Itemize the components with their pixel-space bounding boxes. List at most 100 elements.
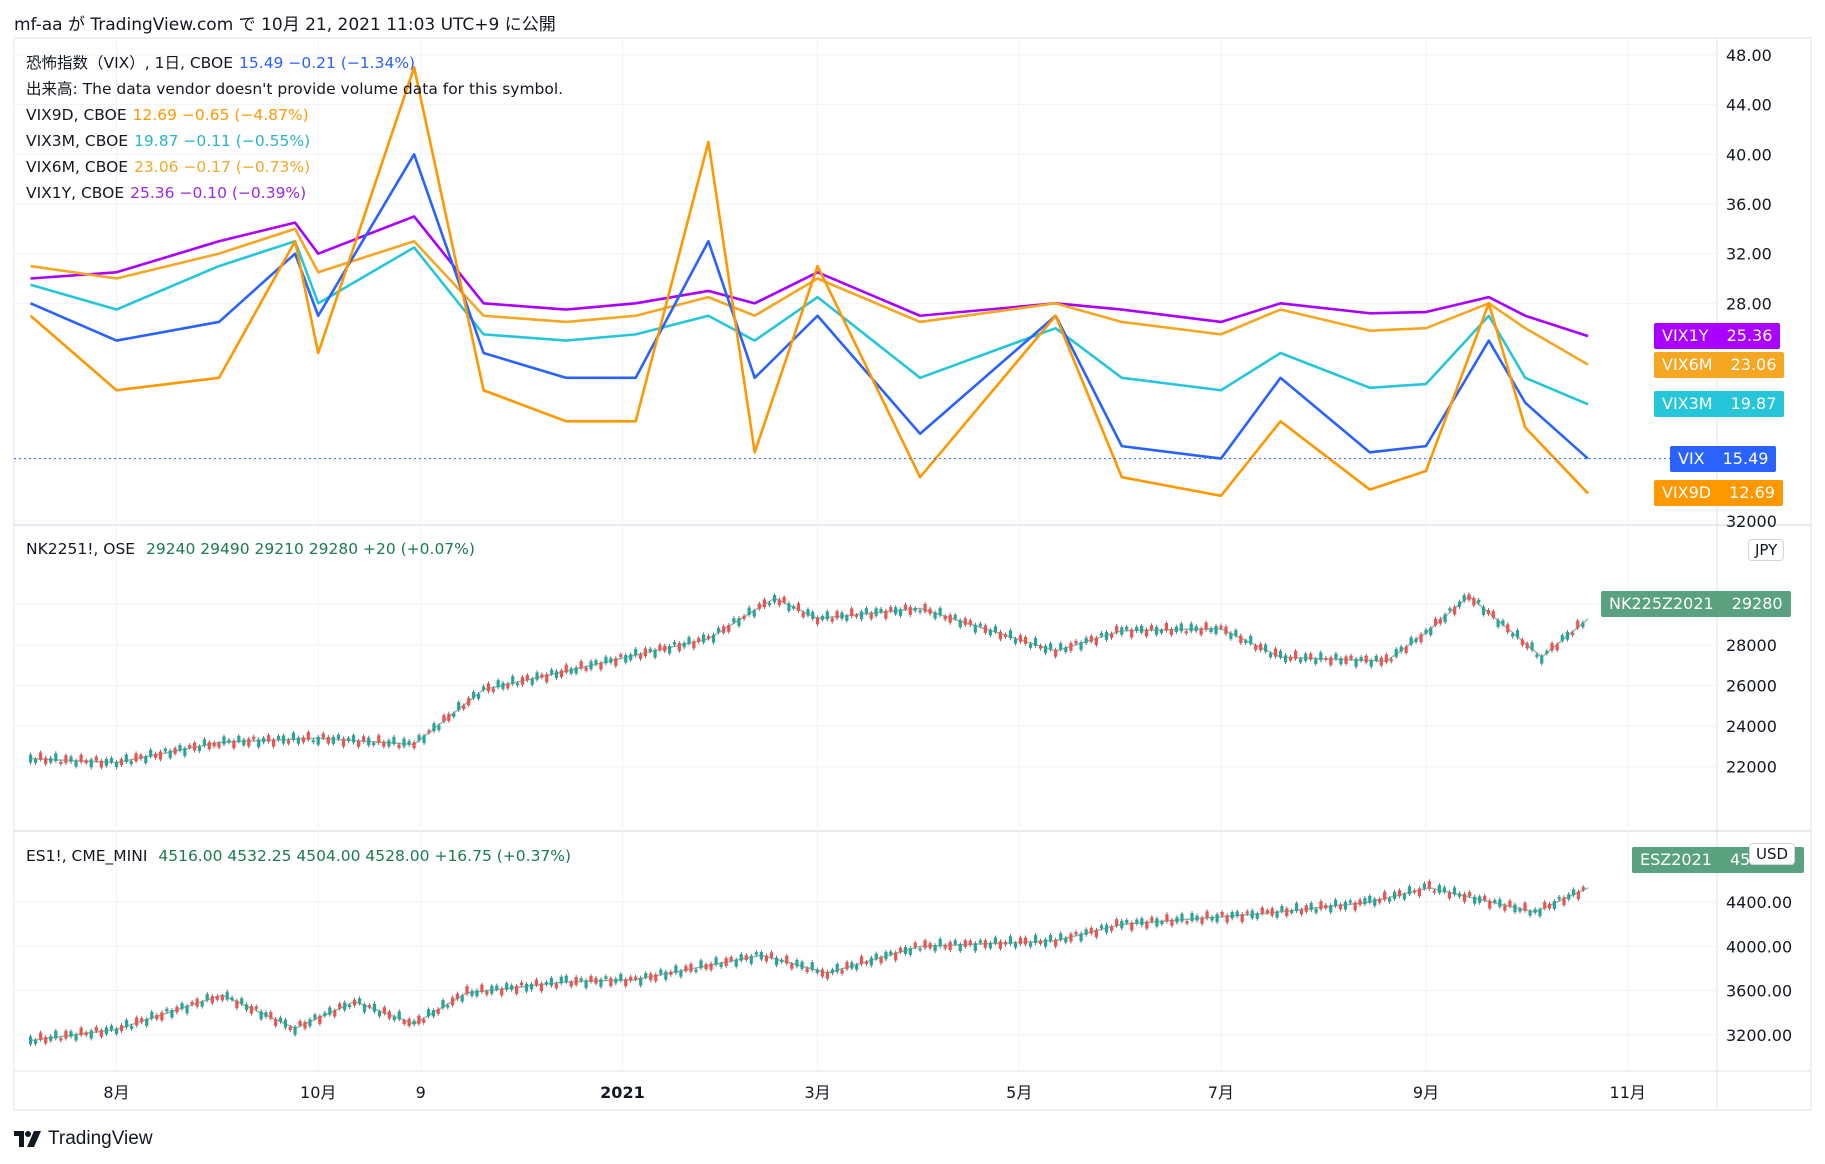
- candle-body: [1368, 895, 1372, 903]
- candle-body: [442, 715, 446, 722]
- candle-body: [1547, 903, 1552, 909]
- candle-body: [1003, 941, 1008, 945]
- candle-body: [1354, 658, 1358, 667]
- vix-legend-row[interactable]: VIX6M, CBOE 23.06 −0.17 (−0.73%): [26, 154, 569, 180]
- candle-body: [235, 1000, 239, 1009]
- candle-body: [1438, 618, 1442, 624]
- candle-body: [1353, 902, 1357, 911]
- candle-body: [1260, 907, 1264, 914]
- price-tag-label: VIX1Y: [1662, 326, 1709, 346]
- candle-body: [501, 682, 505, 690]
- candle-body: [744, 955, 748, 960]
- candle-body: [1453, 606, 1457, 615]
- candle-body: [717, 628, 721, 633]
- candle-body: [1110, 633, 1114, 638]
- candle-body: [333, 1010, 337, 1017]
- candle-body: [559, 976, 563, 984]
- candle-body: [963, 618, 967, 625]
- candle-body: [889, 607, 893, 612]
- candle-body: [470, 990, 474, 996]
- candle-body: [1229, 633, 1233, 639]
- candle-body: [326, 736, 330, 744]
- y-tick-label: 4000.00: [1726, 937, 1792, 956]
- es-tag-label: ESZ2021: [1640, 850, 1712, 869]
- candle-body: [39, 752, 43, 760]
- price-tag-value: 12.69: [1729, 483, 1775, 503]
- candle-body: [1049, 643, 1053, 650]
- candle-body: [1363, 898, 1367, 905]
- vix-legend-row[interactable]: VIX9D, CBOE 12.69 −0.65 (−4.87%): [26, 102, 569, 128]
- y-tick-label: 36.00: [1726, 195, 1772, 214]
- candle-body: [519, 982, 524, 986]
- candle-body: [1049, 935, 1053, 942]
- candle-body: [1189, 623, 1193, 632]
- candle-body: [99, 1030, 103, 1037]
- vix-y-axis[interactable]: 48.00 44.00 40.00 36.00 32.00 28.00 32000: [14, 46, 1777, 531]
- candle-body: [894, 607, 898, 615]
- candle-body: [928, 608, 932, 614]
- currency-selector-usd[interactable]: USD: [1749, 843, 1796, 865]
- candle-body: [1506, 624, 1510, 633]
- candle-body: [820, 969, 824, 977]
- candle-body: [564, 975, 568, 983]
- candle-body: [306, 732, 310, 740]
- legend-values: 23.06 −0.17 (−0.73%): [134, 158, 311, 176]
- candle-body: [1089, 635, 1093, 642]
- candle-body: [943, 945, 947, 949]
- nk-legend-values: 29240 29490 29210 29280 +20 (+0.07%): [146, 540, 475, 558]
- candle-body: [638, 654, 643, 659]
- candle-body: [437, 725, 441, 731]
- candle-body: [1013, 639, 1018, 644]
- candle-body: [1417, 888, 1421, 897]
- candle-body: [1414, 638, 1418, 642]
- vix-legend-row[interactable]: 出来高: The data vendor doesn't provide vol…: [26, 76, 569, 102]
- candle-body: [230, 997, 234, 1001]
- candle-body: [447, 713, 451, 721]
- candle-body: [757, 603, 761, 609]
- candle-body: [1283, 655, 1288, 663]
- currency-selector-jpy[interactable]: JPY: [1748, 539, 1785, 561]
- candle-body: [155, 1014, 159, 1020]
- candle-body: [1581, 622, 1585, 628]
- candle-body: [104, 1027, 108, 1035]
- candle-body: [1324, 657, 1328, 660]
- x-axis-label: 3月: [804, 1083, 830, 1102]
- candle-body: [1496, 620, 1500, 627]
- price-tag-vix9d: VIX9D 12.69: [1654, 480, 1783, 507]
- series-line-vix3m: [30, 239, 1589, 406]
- es-y-axis[interactable]: 4400.00 4000.00 3600.00 3200.00: [14, 893, 1792, 1045]
- legend-symbol: VIX1Y, CBOE: [26, 184, 125, 202]
- candle-body: [59, 1038, 63, 1041]
- candle-body: [1540, 655, 1544, 664]
- candle-body: [759, 952, 763, 960]
- candle-body: [278, 1017, 283, 1022]
- candle-body: [412, 742, 416, 749]
- candle-body: [1094, 637, 1098, 646]
- vix-legend-row[interactable]: VIX3M, CBOE 19.87 −0.11 (−0.55%): [26, 128, 569, 154]
- candle-body: [1319, 901, 1323, 910]
- candle-body: [422, 1019, 426, 1023]
- candle-body: [485, 991, 489, 995]
- candle-body: [579, 978, 583, 981]
- candle-body: [506, 683, 510, 689]
- candle-body: [153, 753, 158, 758]
- vix-legend-row[interactable]: VIX1Y, CBOE 25.36 −0.10 (−0.39%): [26, 180, 569, 206]
- candle-body: [436, 1009, 440, 1014]
- candle-body: [988, 942, 992, 949]
- candle-body: [764, 955, 769, 962]
- nk-y-axis[interactable]: 3000028000260002400022000: [14, 595, 1777, 777]
- candle-body: [1268, 653, 1273, 658]
- y-tick-label: 28000: [1726, 636, 1777, 655]
- y-tick-label: 40.00: [1726, 145, 1772, 164]
- candle-body: [737, 617, 741, 626]
- candle-body: [1329, 905, 1333, 913]
- candle-body: [1443, 614, 1447, 623]
- candle-body: [1038, 645, 1043, 649]
- candle-body: [1125, 919, 1129, 923]
- candle-body: [978, 623, 982, 627]
- candle-body: [1409, 637, 1413, 645]
- candle-body: [357, 998, 362, 1004]
- candle-body: [574, 667, 578, 674]
- vix-legend-row[interactable]: 恐怖指数（VIX）, 1日, CBOE 15.49 −0.21 (−1.34%): [26, 50, 569, 76]
